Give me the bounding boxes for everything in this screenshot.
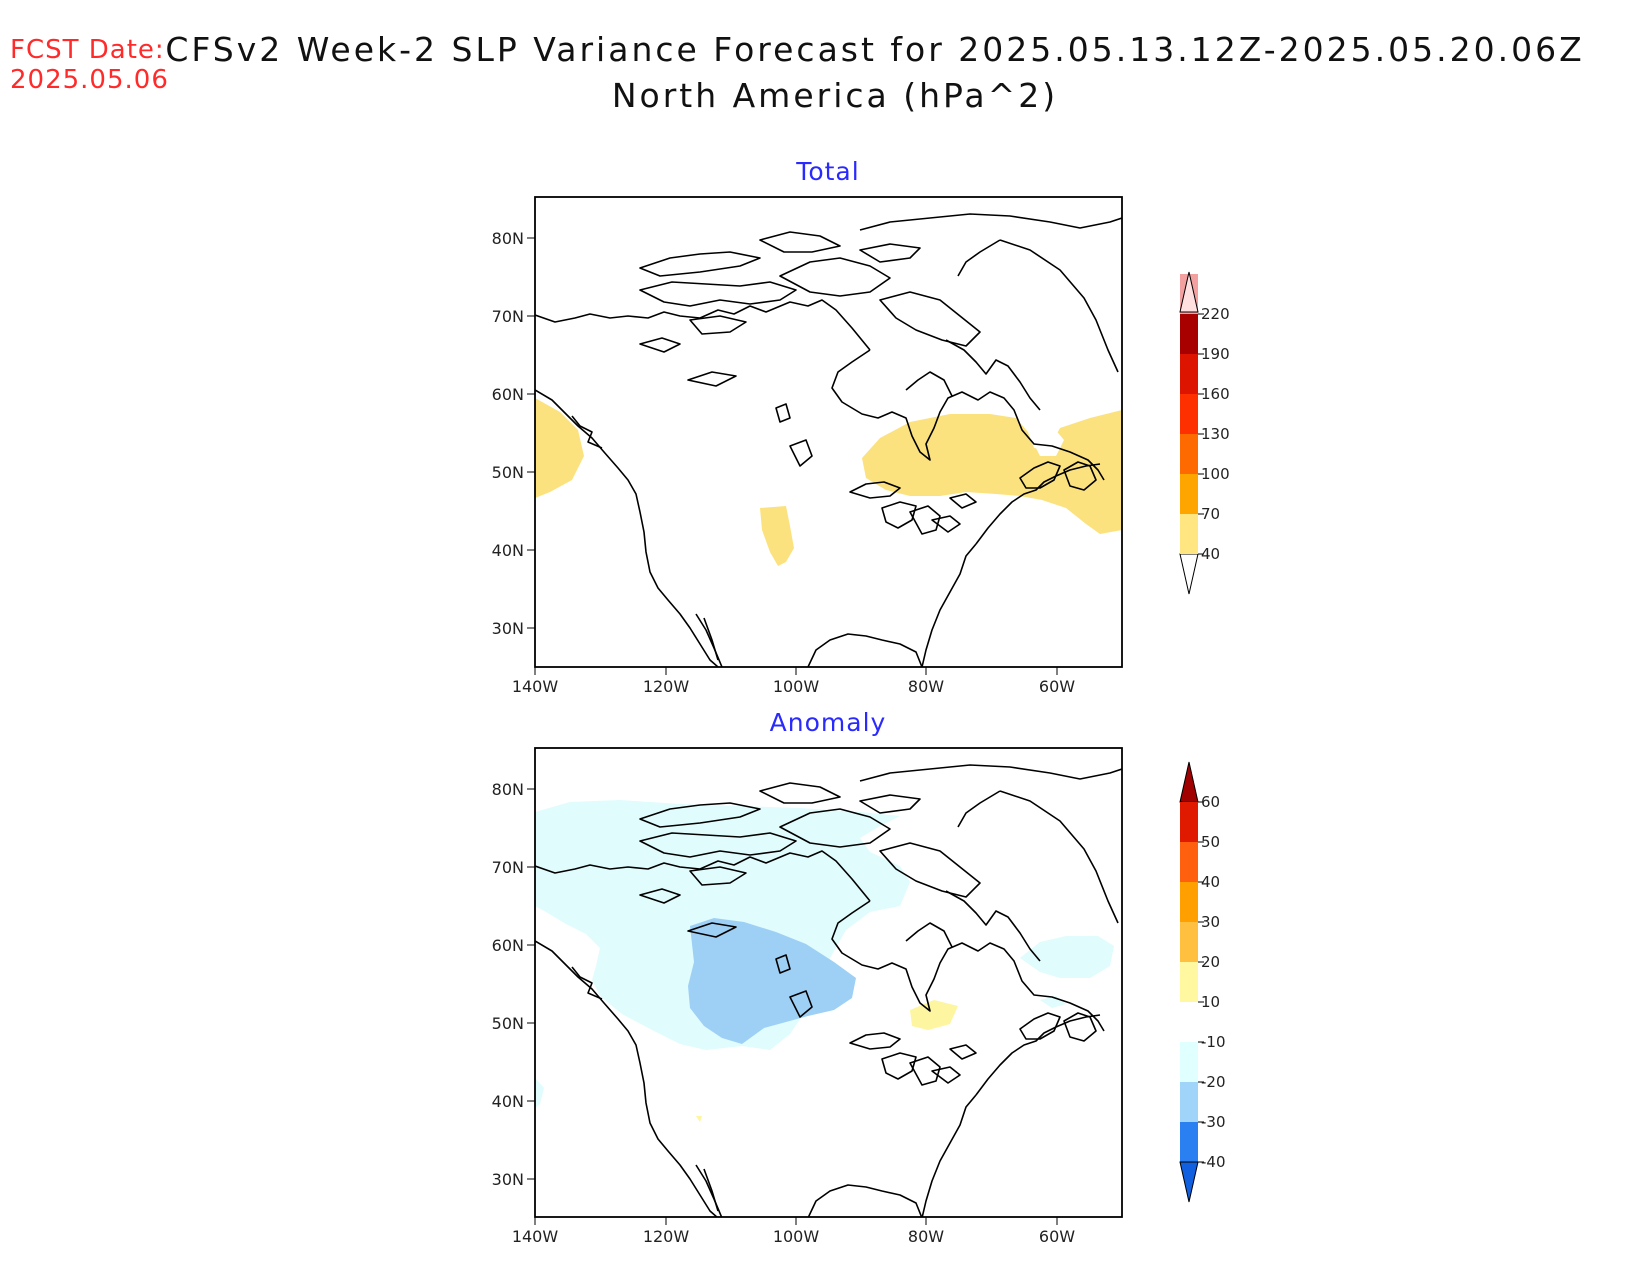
anomaly-colorbar-seg bbox=[1180, 842, 1198, 882]
lat-tick-label: 70N bbox=[492, 307, 524, 326]
anomaly-colorbar-label: 60 bbox=[1201, 793, 1220, 811]
total-colorbar-label: 220 bbox=[1201, 305, 1230, 323]
total-colorbar-label: 190 bbox=[1201, 345, 1230, 363]
total-colorbar-seg-40 bbox=[1180, 514, 1198, 554]
lat-tick-label: 30N bbox=[492, 619, 524, 638]
fcst-date-label: FCST Date: 2025.05.06 bbox=[10, 35, 169, 95]
lat-tick-label: 40N bbox=[492, 541, 524, 560]
fcst-date-value: 2025.05.06 bbox=[10, 65, 169, 95]
anomaly-colorbar-top-arrow bbox=[1179, 761, 1199, 803]
panel-title-total: Total bbox=[795, 157, 859, 186]
lat-tick-label: 70N bbox=[492, 858, 524, 877]
lat-tick-label: 30N bbox=[492, 1170, 524, 1189]
total-colorbar-top-arrow bbox=[1179, 271, 1199, 313]
anomaly-colorbar-seg bbox=[1180, 922, 1198, 962]
anomaly-shade-light-blue-northeast bbox=[1020, 936, 1114, 978]
anomaly-colorbar-seg bbox=[1180, 1002, 1198, 1042]
lat-tick-label: 60N bbox=[492, 936, 524, 955]
panel-title-anomaly: Anomaly bbox=[770, 708, 887, 737]
anomaly-colorbar-label: -10 bbox=[1201, 1033, 1226, 1051]
total-colorbar-seg-160 bbox=[1180, 354, 1198, 394]
anomaly-lon-ticks: 140W 120W 100W 80W 60W bbox=[512, 1217, 1075, 1246]
anomaly-colorbar-label: -30 bbox=[1201, 1113, 1226, 1131]
anomaly-shade-mid-blue bbox=[688, 918, 856, 1044]
lon-tick-label: 80W bbox=[908, 677, 944, 696]
lon-tick-label: 140W bbox=[512, 1227, 559, 1246]
total-hole-labrador bbox=[1032, 428, 1064, 456]
total-colorbar-seg-190 bbox=[1180, 314, 1198, 354]
lat-tick-label: 50N bbox=[492, 463, 524, 482]
anomaly-colorbar-seg bbox=[1180, 1082, 1198, 1122]
lat-tick-label: 80N bbox=[492, 229, 524, 248]
anomaly-colorbar-seg bbox=[1180, 1042, 1198, 1082]
subtitle-region: North America (hPa^2) bbox=[611, 76, 1059, 115]
anomaly-colorbar-seg bbox=[1180, 962, 1198, 1002]
anomaly-colorbar-label: 20 bbox=[1201, 953, 1220, 971]
anomaly-colorbar-bottom-arrow bbox=[1179, 1161, 1199, 1203]
total-colorbar-label: 70 bbox=[1201, 505, 1220, 523]
total-colorbar-label: 40 bbox=[1201, 545, 1220, 563]
anomaly-colorbar-label: -20 bbox=[1201, 1073, 1226, 1091]
total-colorbar-label: 130 bbox=[1201, 425, 1230, 443]
lon-tick-label: 60W bbox=[1039, 677, 1075, 696]
main-title: CFSv2 Week-2 SLP Variance Forecast for 2… bbox=[165, 30, 1585, 69]
lat-tick-label: 50N bbox=[492, 1014, 524, 1033]
total-colorbar-seg-130 bbox=[1180, 394, 1198, 434]
lon-tick-label: 140W bbox=[512, 677, 559, 696]
total-map-background bbox=[535, 197, 1122, 667]
total-lat-ticks: 80N 70N 60N 50N 40N 30N bbox=[492, 229, 535, 638]
anomaly-colorbar-seg bbox=[1180, 882, 1198, 922]
anomaly-lat-ticks: 80N 70N 60N 50N 40N 30N bbox=[492, 780, 535, 1189]
anomaly-colorbar-seg bbox=[1180, 1122, 1198, 1162]
lon-tick-label: 60W bbox=[1039, 1227, 1075, 1246]
lon-tick-label: 100W bbox=[773, 677, 820, 696]
total-colorbar-label: 160 bbox=[1201, 385, 1230, 403]
total-shade-plains bbox=[760, 506, 794, 566]
lon-tick-label: 100W bbox=[773, 1227, 820, 1246]
anomaly-map-frame bbox=[534, 747, 1123, 1218]
total-colorbar-seg-70 bbox=[1180, 474, 1198, 514]
total-colorbar-label: 100 bbox=[1201, 465, 1230, 483]
anomaly-colorbar-label: 50 bbox=[1201, 833, 1220, 851]
lat-tick-label: 40N bbox=[492, 1092, 524, 1111]
anomaly-shade-light-blue-west bbox=[535, 1078, 544, 1108]
lon-tick-label: 120W bbox=[643, 1227, 690, 1246]
anomaly-colorbar-label: 10 bbox=[1201, 993, 1220, 1011]
total-colorbar: 40 70 100 130 160 190 220 bbox=[1179, 271, 1230, 595]
anomaly-colorbar-label: 30 bbox=[1201, 913, 1220, 931]
total-lon-ticks: 140W 120W 100W 80W 60W bbox=[512, 667, 1075, 696]
anomaly-shade-yellow-dot bbox=[696, 1116, 702, 1122]
anomaly-colorbar-label: -40 bbox=[1201, 1153, 1226, 1171]
total-shade-pacific bbox=[535, 398, 584, 498]
total-colorbar-seg-100 bbox=[1180, 434, 1198, 474]
lon-tick-label: 80W bbox=[908, 1227, 944, 1246]
lat-tick-label: 60N bbox=[492, 385, 524, 404]
anomaly-colorbar-seg bbox=[1180, 802, 1198, 842]
total-map-frame bbox=[534, 196, 1123, 668]
anomaly-colorbar-label: 40 bbox=[1201, 873, 1220, 891]
anomaly-colorbar: 60 50 40 30 20 10 -10 -20 -30 -40 bbox=[1179, 761, 1226, 1203]
lat-tick-label: 80N bbox=[492, 780, 524, 799]
total-colorbar-low-arrow bbox=[1179, 553, 1199, 595]
fcst-label-text: FCST Date: bbox=[10, 35, 165, 65]
lon-tick-label: 120W bbox=[643, 677, 690, 696]
anomaly-shade-yellow-hudson bbox=[910, 1000, 958, 1030]
